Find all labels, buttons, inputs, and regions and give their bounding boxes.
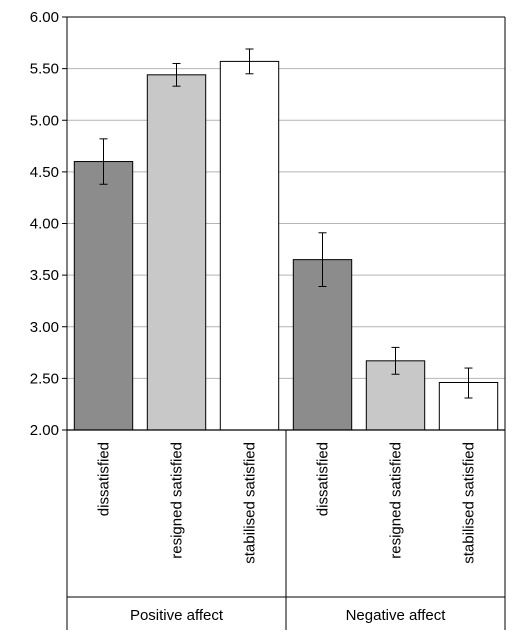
- y-tick-label: 2.50: [30, 370, 59, 387]
- y-tick-label: 5.00: [30, 112, 59, 129]
- group-label: Negative affect: [346, 607, 447, 624]
- category-label: dissatisfied: [96, 442, 113, 516]
- gridlines: [67, 68, 505, 379]
- y-tick-label: 2.00: [30, 422, 59, 439]
- y-tick-label: 5.50: [30, 61, 59, 78]
- category-label: resigned satisfied: [169, 442, 186, 559]
- y-tick-label: 4.00: [30, 216, 59, 233]
- bar-resigned-satisfied: [146, 74, 207, 431]
- y-tick-label: 4.50: [30, 164, 59, 181]
- labels: 2.00 2.50 3.00 3.50 4.00 4.50 5.00 5.50 6.00 diss…: [30, 9, 478, 624]
- y-tick-label: 3.00: [30, 319, 59, 336]
- bar-dissatisfied: [73, 161, 134, 431]
- category-label: stabilised satisfied: [242, 442, 259, 564]
- bars: [73, 48, 499, 431]
- group-label: Positive affect: [130, 607, 224, 624]
- category-label: stabilised satisfied: [461, 442, 478, 564]
- bar-dissatisfied: [292, 259, 353, 431]
- y-tick-label: 6.00: [30, 9, 59, 26]
- axes: [62, 16, 506, 630]
- bar-stabilised-satisfied: [219, 60, 280, 431]
- category-label: resigned satisfied: [388, 442, 405, 559]
- category-label: dissatisfied: [315, 442, 332, 516]
- y-tick-label: 3.50: [30, 267, 59, 284]
